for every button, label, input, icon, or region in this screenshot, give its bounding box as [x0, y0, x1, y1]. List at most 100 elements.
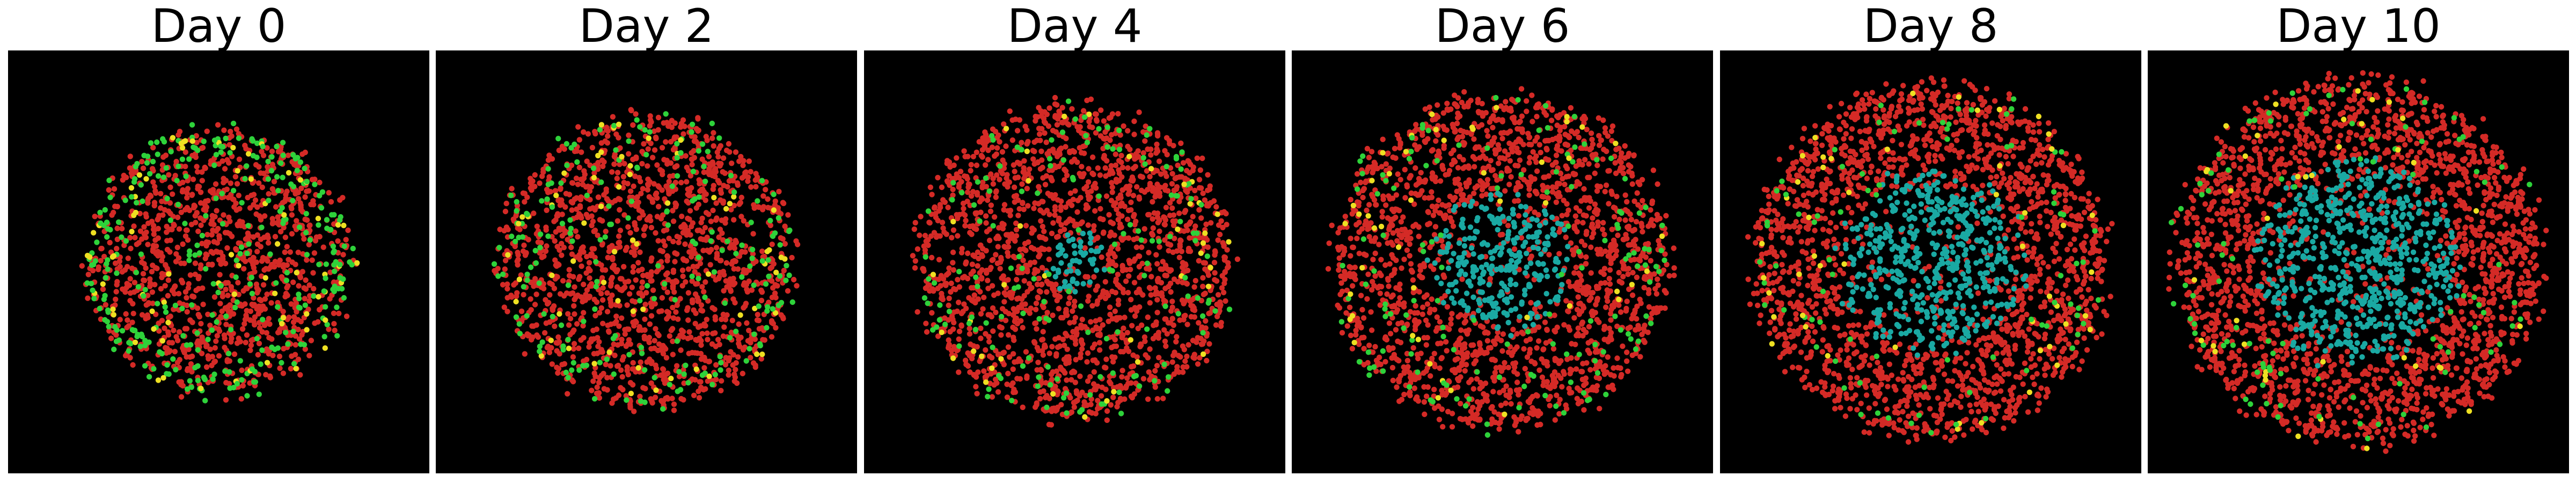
- cell-point: [187, 378, 193, 384]
- cell-point: [581, 129, 587, 135]
- cell-point: [633, 277, 639, 283]
- cell-point: [780, 236, 786, 242]
- cell-point: [577, 203, 583, 209]
- cell-point: [1113, 279, 1119, 285]
- cell-point: [1176, 369, 1182, 375]
- cell-point: [592, 228, 598, 233]
- cell-point: [1092, 208, 1098, 214]
- cell-point: [205, 336, 211, 342]
- cell-point: [244, 332, 250, 338]
- cell-point: [701, 289, 707, 295]
- cell-point: [334, 304, 340, 310]
- cell-point: [244, 308, 250, 314]
- cell-point: [1063, 306, 1069, 312]
- cell-point: [1150, 199, 1155, 205]
- cell-point: [1136, 264, 1143, 270]
- cell-point: [581, 358, 587, 364]
- cell-point: [1128, 297, 1134, 303]
- panel-title-day-10: Day 10: [2276, 0, 2441, 53]
- cell-point: [111, 312, 116, 318]
- cell-point: [733, 149, 739, 155]
- cell-point: [280, 140, 286, 145]
- cell-point: [935, 174, 941, 181]
- cell-point: [159, 338, 166, 344]
- cell-point: [1119, 164, 1126, 171]
- cell-point: [712, 166, 719, 172]
- cell-point: [1093, 411, 1099, 416]
- cell-point: [713, 245, 720, 251]
- cell-point: [243, 258, 248, 265]
- cell-point: [214, 319, 219, 325]
- cell-point: [720, 155, 727, 161]
- cell-point: [609, 169, 615, 175]
- cell-point: [204, 342, 210, 348]
- cell-point: [1221, 254, 1227, 260]
- cell-point: [697, 227, 702, 233]
- cell-point: [514, 199, 519, 205]
- cell-point: [114, 270, 120, 276]
- cell-point: [185, 178, 191, 184]
- cell-point: [555, 365, 562, 372]
- cell-point: [274, 174, 280, 180]
- cell-point: [1158, 266, 1163, 272]
- cell-point: [685, 228, 691, 233]
- cell-point: [1016, 206, 1022, 212]
- cell-point: [92, 214, 98, 219]
- cell-point: [288, 365, 294, 372]
- cell-point: [955, 276, 961, 283]
- cell-point: [1096, 347, 1103, 353]
- cell-point: [1021, 278, 1027, 284]
- cell-point: [956, 336, 962, 342]
- cell-point: [1012, 169, 1018, 174]
- cell-point: [256, 164, 262, 170]
- cell-point: [101, 253, 107, 260]
- cell-point: [637, 249, 643, 255]
- cell-point: [611, 371, 617, 377]
- cell-point: [699, 331, 705, 336]
- cell-point: [1154, 210, 1161, 216]
- cell-point: [647, 113, 653, 119]
- cell-point: [731, 217, 737, 223]
- cell-point: [304, 257, 310, 263]
- cell-point: [107, 239, 113, 246]
- cell-point: [131, 179, 137, 185]
- cell-point: [135, 332, 141, 338]
- cell-point: [624, 302, 630, 308]
- cell-point: [630, 122, 636, 128]
- cell-point: [150, 301, 156, 306]
- cell-point: [1164, 331, 1170, 337]
- cell-point: [557, 247, 562, 253]
- cell-point: [112, 324, 118, 330]
- cell-point: [162, 304, 168, 310]
- cell-point: [1172, 175, 1178, 181]
- cell-point: [1191, 305, 1197, 311]
- cell-point: [534, 332, 540, 338]
- cell-point: [997, 259, 1004, 265]
- cell-point: [628, 249, 634, 255]
- cell-point: [706, 211, 712, 217]
- cell-point: [772, 290, 778, 296]
- cell-point: [165, 277, 171, 283]
- cell-point: [1219, 285, 1225, 291]
- cell-point: [1120, 349, 1126, 355]
- cell-point: [596, 310, 603, 316]
- cell-point: [1089, 303, 1095, 309]
- cell-point: [545, 157, 552, 163]
- cell-point: [987, 208, 994, 214]
- cell-point: [1160, 396, 1166, 401]
- cell-point: [1113, 343, 1119, 349]
- cell-point: [989, 394, 995, 400]
- cell-point: [331, 221, 337, 227]
- cell-point: [1163, 204, 1169, 210]
- cell-point: [994, 135, 1000, 141]
- cell-point: [1031, 259, 1037, 265]
- cell-point: [709, 159, 715, 165]
- cell-point: [250, 152, 257, 159]
- cell-point: [524, 194, 530, 200]
- cell-point: [731, 189, 737, 195]
- cell-point: [610, 114, 616, 120]
- cell-point: [645, 187, 650, 193]
- cell-point: [1176, 174, 1183, 180]
- cell-point: [1109, 259, 1115, 265]
- cell-point: [1140, 376, 1147, 382]
